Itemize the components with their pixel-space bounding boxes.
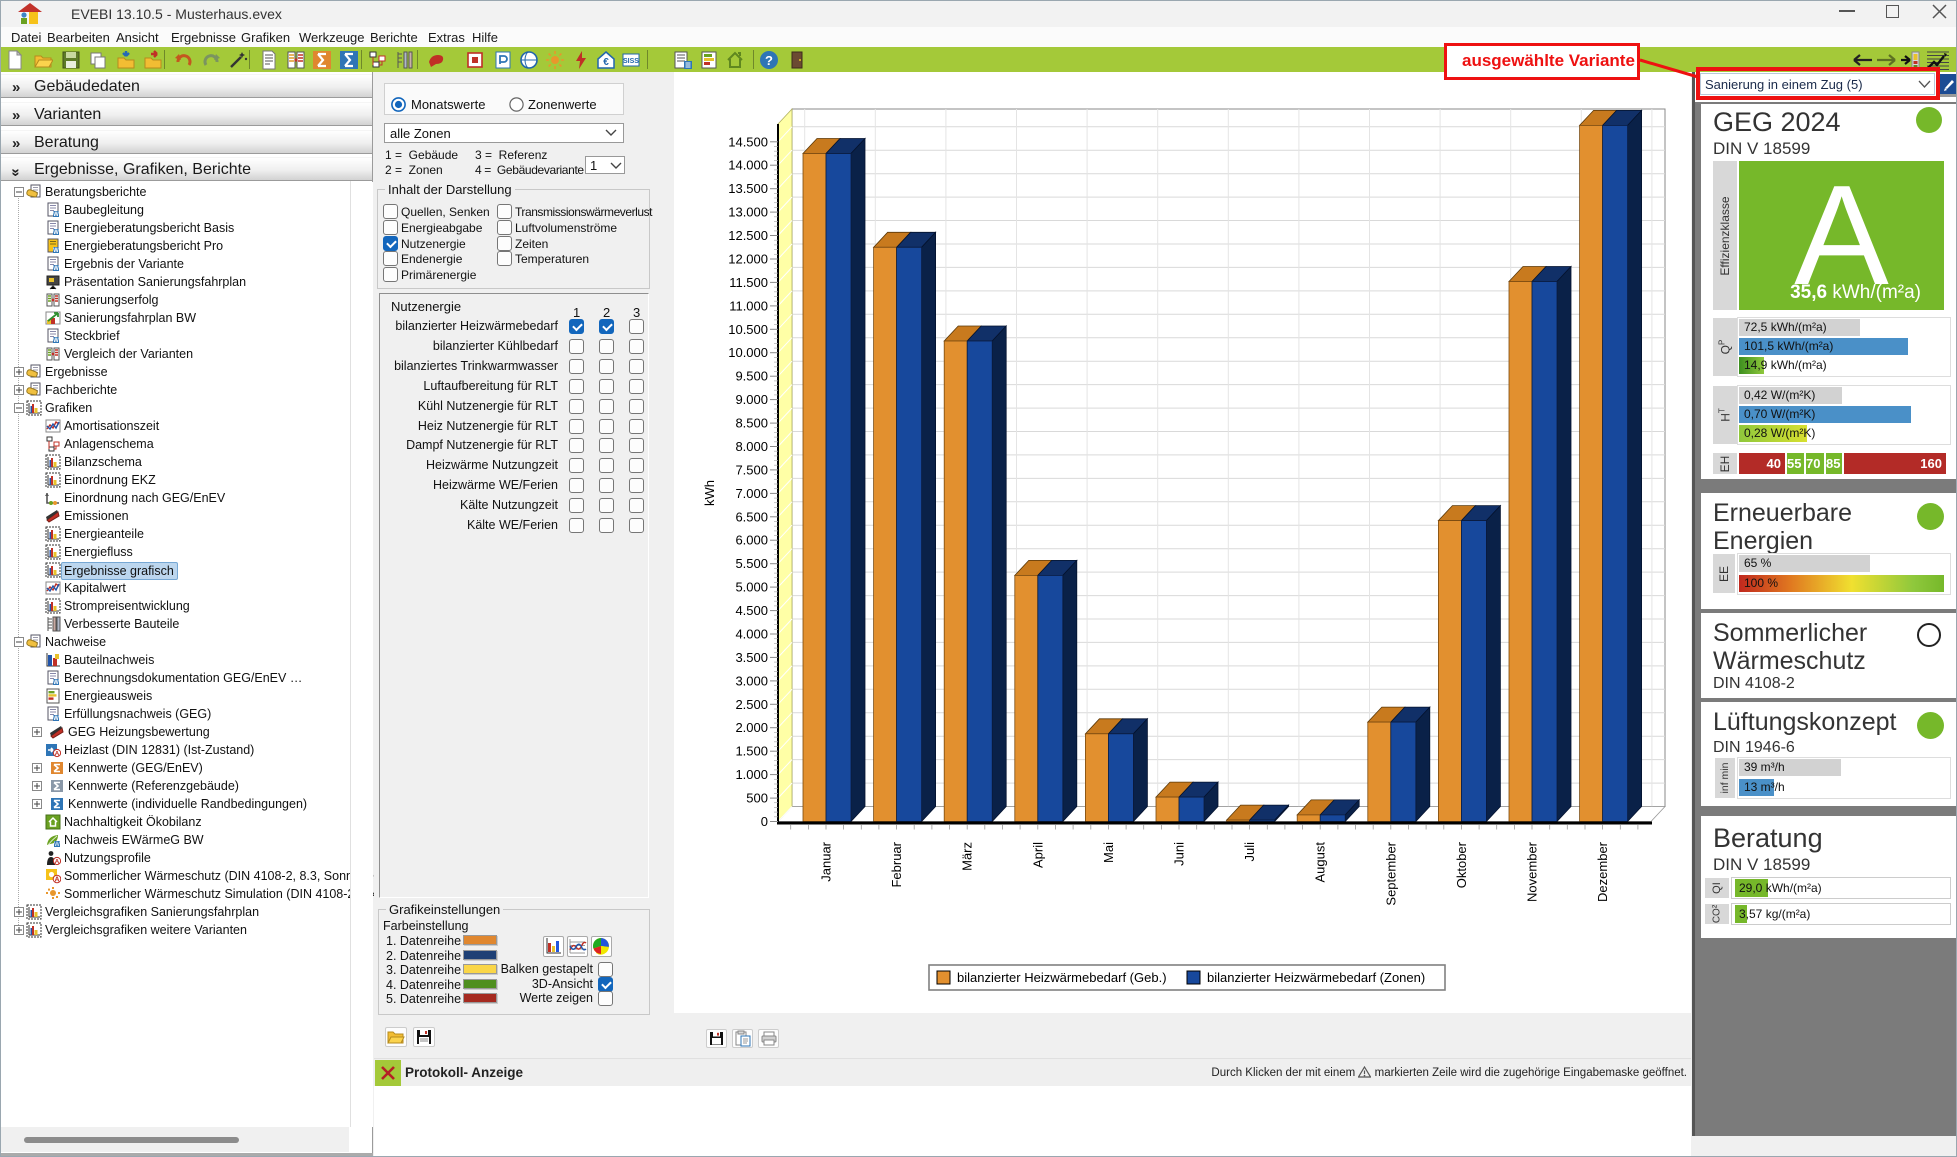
svg-text:12.000: 12.000 xyxy=(728,252,768,267)
svg-text:2.000: 2.000 xyxy=(735,720,768,735)
svg-text:A: A xyxy=(54,877,59,884)
svg-text:kWh: kWh xyxy=(702,480,717,506)
svg-text:Januar: Januar xyxy=(819,841,834,881)
svg-text:500: 500 xyxy=(746,791,768,806)
svg-text:Februar: Februar xyxy=(889,841,904,887)
svg-text:W: W xyxy=(53,212,59,218)
svg-text:W: W xyxy=(54,842,60,848)
svg-text:Juni: Juni xyxy=(1172,842,1187,866)
svg-text:5.500: 5.500 xyxy=(735,556,768,571)
svg-text:bilanzierter Heizwärmebedarf (: bilanzierter Heizwärmebedarf (Zonen) xyxy=(1207,970,1425,985)
svg-text:?: ? xyxy=(765,53,773,68)
svg-text:Oktober: Oktober xyxy=(1454,841,1469,888)
svg-text:W: W xyxy=(53,680,59,686)
svg-text:W: W xyxy=(53,716,59,722)
svg-text:W: W xyxy=(53,230,59,236)
svg-text:1.000: 1.000 xyxy=(735,767,768,782)
svg-text:11.500: 11.500 xyxy=(729,275,768,290)
svg-text:9.000: 9.000 xyxy=(735,392,768,407)
svg-text:Juli: Juli xyxy=(1242,842,1257,862)
svg-text:W: W xyxy=(53,338,59,344)
svg-text:2.500: 2.500 xyxy=(735,697,768,712)
svg-text:bilanzierter Heizwärmebedarf (: bilanzierter Heizwärmebedarf (Geb.) xyxy=(957,970,1167,985)
svg-text:10.500: 10.500 xyxy=(728,322,768,337)
svg-text:5.000: 5.000 xyxy=(735,580,768,595)
svg-text:3.500: 3.500 xyxy=(735,650,768,665)
svg-text:14.500: 14.500 xyxy=(728,134,768,149)
svg-text:9.500: 9.500 xyxy=(735,369,768,384)
svg-text:7.000: 7.000 xyxy=(735,486,768,501)
svg-text:August: August xyxy=(1313,842,1328,883)
svg-text:November: November xyxy=(1525,841,1540,902)
svg-text:Dezember: Dezember xyxy=(1595,841,1610,902)
svg-text:10.000: 10.000 xyxy=(728,345,768,360)
svg-text:A: A xyxy=(55,859,60,866)
svg-text:September: September xyxy=(1383,841,1398,905)
svg-text:4.500: 4.500 xyxy=(735,603,768,618)
svg-text:April: April xyxy=(1030,842,1045,868)
svg-text:8.000: 8.000 xyxy=(735,439,768,454)
svg-text:Mai: Mai xyxy=(1101,842,1116,863)
svg-text:6.500: 6.500 xyxy=(735,509,768,524)
svg-text:4.000: 4.000 xyxy=(735,627,768,642)
svg-text:€: € xyxy=(603,57,609,68)
svg-text:11.000: 11.000 xyxy=(729,298,768,313)
svg-text:März: März xyxy=(960,842,975,871)
svg-text:SISS: SISS xyxy=(623,58,639,65)
svg-text:0: 0 xyxy=(761,814,768,829)
svg-text:W: W xyxy=(53,248,59,254)
svg-text:12.500: 12.500 xyxy=(728,228,768,243)
svg-text:6.000: 6.000 xyxy=(735,533,768,548)
svg-text:A: A xyxy=(55,750,60,757)
svg-text:14.000: 14.000 xyxy=(728,158,768,173)
svg-text:3.000: 3.000 xyxy=(735,673,768,688)
svg-text:13.000: 13.000 xyxy=(728,205,768,220)
svg-text:1.500: 1.500 xyxy=(735,744,768,759)
svg-text:7.500: 7.500 xyxy=(735,462,768,477)
svg-text:W: W xyxy=(53,266,59,272)
svg-text:8.500: 8.500 xyxy=(735,416,768,431)
svg-text:13.500: 13.500 xyxy=(728,181,768,196)
